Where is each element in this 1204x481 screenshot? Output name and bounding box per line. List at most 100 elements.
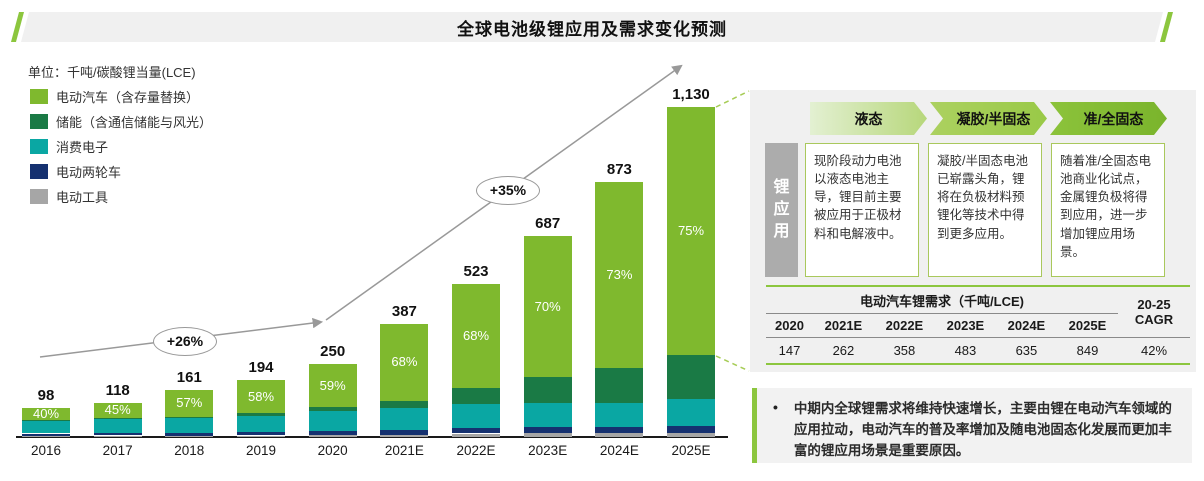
legend-label: 储能（含通信储能与风光） (56, 115, 213, 130)
table-value-cell: 483 (954, 343, 977, 358)
growth-badge: +26% (153, 326, 217, 356)
legend-swatch-icon (30, 189, 48, 204)
bar-total-label: 161 (176, 369, 202, 386)
summary-note-box: • 中期内全球锂需求将维持快速增长，主要由锂在电动汽车领域的应用拉动，电动汽车的… (752, 388, 1192, 463)
bar-segment (523, 433, 572, 437)
title-bar: 全球电池级锂应用及需求变化预测 (10, 12, 1174, 42)
ev-share-label: 40% (32, 406, 60, 422)
bar-total-label: 387 (391, 303, 417, 320)
bar-segment (22, 408, 70, 420)
legend-label: 消费电子 (56, 140, 109, 155)
bar-segment (237, 415, 285, 433)
bar-segment (308, 435, 357, 437)
bar-segment (380, 430, 429, 435)
bar-total-label: 687 (535, 215, 561, 233)
growth-badge: +35% (476, 175, 540, 205)
bar-segment (22, 420, 70, 434)
legend-item: 储能（含通信储能与风光） (30, 109, 212, 134)
x-axis-tick-label: 2019 (245, 443, 277, 458)
bar-segment (93, 402, 142, 418)
x-axis-tick-label: 2021E (384, 443, 424, 458)
table-value-cell: 147 (778, 343, 801, 358)
legend-swatch-icon (30, 89, 48, 104)
bar-segment (22, 433, 70, 436)
stage-description-box: 现阶段动力电池以液态电池主导，锂目前主要被应用于正极材料和电解液中。 (805, 143, 919, 277)
bar-total-label: 1,130 (672, 86, 710, 103)
bar-segment (308, 411, 357, 432)
legend-swatch-icon (30, 114, 48, 129)
stage-description-box: 凝胶/半固态电池已崭露头角，锂将在负极材料预锂化等技术中得到更多应用。 (928, 143, 1042, 277)
bar-segment (165, 418, 214, 434)
bar-segment (452, 433, 500, 437)
bar-segment (93, 418, 142, 419)
table-year-cell: 2024E (995, 313, 1057, 338)
bar-segment (595, 368, 644, 403)
stage-description-box: 随着准/全固态电池商业化试点，金属锂负极将得到应用，进一步增加锂应用场景。 (1051, 143, 1165, 277)
bar-total-label: 98 (37, 387, 55, 405)
bar-segment (308, 431, 357, 435)
table-year-cell: 2025E (1056, 313, 1118, 338)
ev-share-label: 68% (462, 328, 490, 344)
bar-segment (308, 364, 357, 408)
bar-total-label: 118 (105, 381, 130, 399)
x-axis-tick-label: 2025E (671, 443, 711, 458)
bar-segment (237, 432, 285, 436)
ev-share-label: 59% (319, 377, 346, 393)
ev-share-label: 75% (677, 222, 705, 238)
table-year-cell: 2022E (873, 313, 935, 338)
bar-segment (22, 419, 70, 421)
legend-item: 电动汽车（含存量替换） (30, 84, 212, 109)
legend-swatch-icon (30, 139, 48, 154)
chart-legend: 电动汽车（含存量替换） 储能（含通信储能与风光） 消费电子电动两轮车电动工具 (30, 84, 212, 209)
bar-segment (523, 376, 572, 404)
ev-lithium-demand-table: 电动汽车锂需求（千吨/LCE) 20-25 CAGR 2020 2021E 2022… (766, 285, 1190, 365)
bar-segment (93, 435, 142, 437)
bar-segment (165, 433, 214, 436)
stage-chevron: 准/全固态 (1050, 102, 1167, 135)
bar-total-label: 250 (320, 343, 346, 360)
side-label-char: 用 (773, 223, 790, 240)
legend-item: 电动工具 (30, 184, 212, 209)
x-axis-tick-label: 2018 (174, 443, 205, 458)
table-value-cell: 849 (1076, 343, 1099, 358)
table-value-cell: 262 (832, 343, 855, 358)
ev-share-label: 68% (391, 354, 418, 370)
stage-chevron: 凝胶/半固态 (930, 102, 1047, 135)
table-year-cell: 2020 (766, 313, 813, 338)
ev-share-label: 73% (606, 267, 633, 283)
bar-total-label: 194 (248, 359, 274, 377)
bar-segment (452, 388, 500, 405)
x-axis-tick-label: 2023E (528, 443, 568, 458)
bar-segment (452, 404, 500, 428)
table-year-row: 2020 2021E 2022E 2023E 2024E 2025E (766, 313, 1190, 338)
bar-segment (667, 425, 715, 433)
bar-segment (380, 434, 429, 437)
x-axis-tick-label: 2024E (599, 443, 639, 458)
bar-segment (93, 418, 142, 434)
table-value-cell: 635 (1015, 343, 1038, 358)
bar-segment (452, 427, 500, 434)
bar-segment (380, 400, 429, 409)
bar-total-label: 873 (606, 161, 632, 179)
bar-segment (237, 435, 285, 437)
x-axis-line (16, 436, 728, 438)
side-label-char: 应 (773, 201, 790, 218)
table-cagr-value-cell: 42% (1140, 343, 1168, 358)
page-title: 全球电池级锂应用及需求变化预测 (457, 19, 727, 39)
bar-segment (237, 413, 285, 416)
bar-segment (165, 416, 214, 418)
panel-side-label: 锂应用 (765, 143, 798, 277)
bar-segment (595, 427, 644, 434)
ev-share-label: 58% (247, 388, 275, 404)
table-title: 电动汽车锂需求（千吨/LCE) (766, 286, 1118, 314)
bar-segment (380, 408, 429, 430)
bullet-icon: • (773, 399, 778, 415)
x-axis-tick-label: 2016 (30, 443, 62, 458)
legend-label: 电动两轮车 (56, 165, 122, 180)
x-axis-tick-label: 2022E (456, 443, 496, 458)
bar-segment (380, 324, 429, 401)
legend-swatch-icon (30, 164, 48, 179)
bar-segment (667, 399, 715, 426)
legend-item: 消费电子 (30, 134, 212, 159)
